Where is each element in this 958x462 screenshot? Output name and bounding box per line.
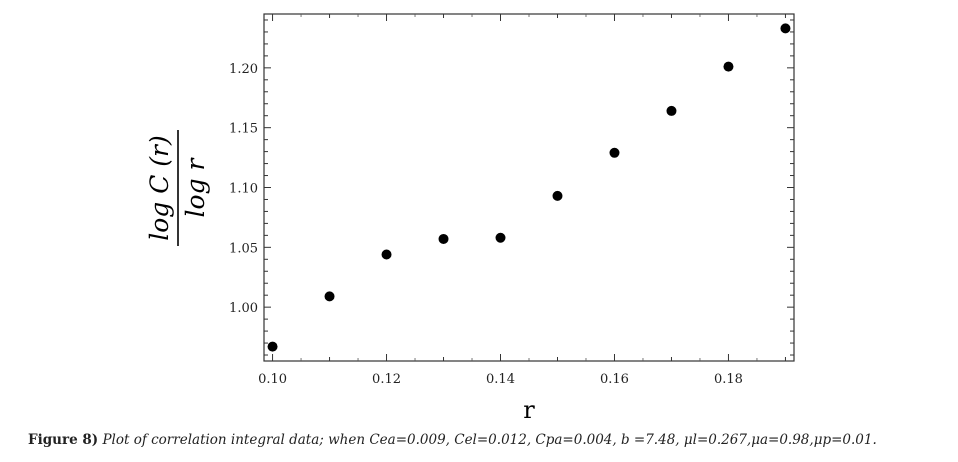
y-tick-label: 1.20 [229,62,258,77]
y-tick-label: 1.05 [229,241,258,256]
scatter-chart: 0.10 0.12 0.14 0.16 0.18 1.00 1.05 1.10 1.15 1.2… [145,13,795,424]
y-axis-label: log C (r) log r [145,130,210,246]
data-point [267,341,278,352]
data-point [552,190,563,201]
x-tick-label: 0.16 [600,372,629,387]
x-tick-label: 0.10 [258,372,287,387]
x-tick-labels: 0.10 0.12 0.14 0.16 0.18 [258,372,743,387]
data-points [267,23,791,352]
figure-label: Figure 8) [28,432,99,448]
axis-ticks [264,14,794,361]
data-point [438,233,449,244]
y-tick-labels: 1.00 1.05 1.10 1.15 1.20 [229,62,258,316]
plot-frame [263,13,795,362]
y-tick-label: 1.10 [229,182,258,197]
y-axis-label-denominator: log r [181,156,210,217]
figure-caption-text: Plot of correlation integral data; when … [102,432,877,448]
data-point [780,23,791,34]
y-axis-label-numerator: log C (r) [145,135,174,241]
x-tick-label: 0.14 [486,372,515,387]
data-point [381,249,392,260]
figure-caption: Figure 8) Plot of correlation integral d… [28,432,948,448]
y-tick-label: 1.15 [229,122,258,137]
data-point [723,61,734,72]
x-tick-label: 0.18 [714,372,743,387]
data-point [609,147,620,158]
y-tick-label: 1.00 [229,301,258,316]
x-tick-label: 0.12 [372,372,401,387]
data-point [324,291,335,302]
x-axis-label: r [523,396,535,424]
data-point [495,232,506,243]
data-point [666,105,677,116]
